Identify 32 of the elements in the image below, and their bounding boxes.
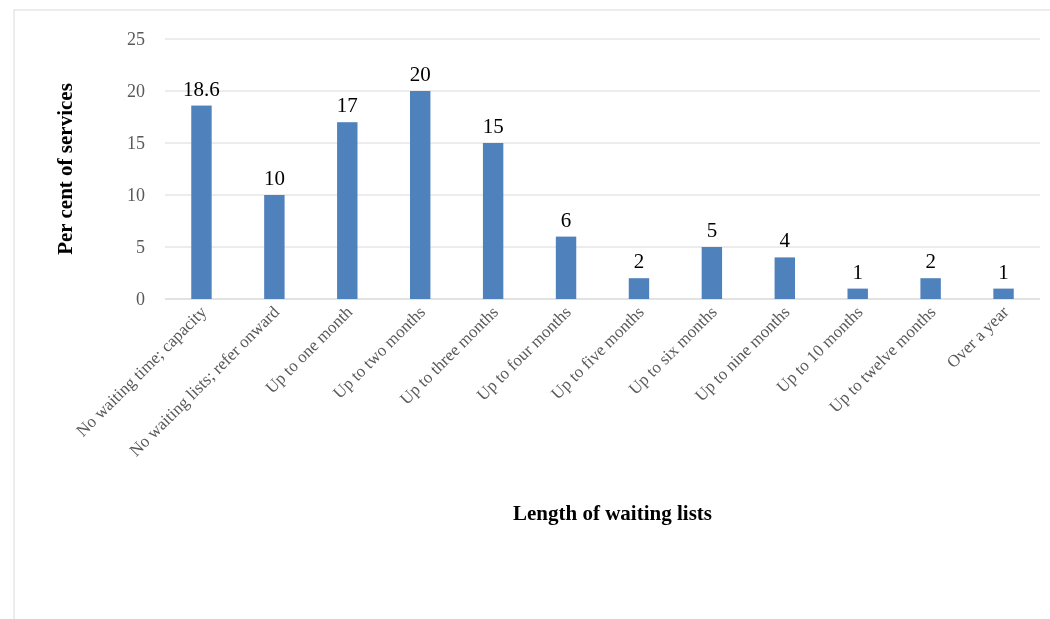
bar [264,195,285,299]
bar [555,236,577,299]
bar [920,278,941,299]
data-label: 1 [852,259,863,284]
y-tick-label: 10 [127,185,145,205]
data-label: 20 [409,62,431,86]
bar [847,288,868,299]
data-label: 10 [263,166,285,190]
y-tick-label: 0 [136,289,145,309]
y-tick-label: 5 [136,237,145,257]
bar [628,278,650,299]
data-label: 1 [998,259,1009,284]
data-label: 6 [560,207,572,232]
y-tick-label: 15 [127,133,145,153]
bar [337,122,358,299]
data-label: 4 [779,228,791,253]
bar [774,257,795,299]
y-axis-title: Per cent of services [53,83,77,255]
x-axis-title: Length of waiting lists [513,501,712,525]
y-tick-label: 20 [127,81,145,101]
bar [482,143,504,299]
data-label: 17 [336,93,358,118]
data-label: 2 [925,249,936,274]
data-label: 5 [706,218,718,242]
bar [993,288,1014,299]
bar [410,91,431,299]
data-label: 15 [482,114,504,138]
y-tick-label: 25 [127,29,145,49]
data-label: 18.6 [183,76,220,101]
bar [701,247,723,299]
data-label: 2 [633,249,645,274]
bar [191,105,212,299]
